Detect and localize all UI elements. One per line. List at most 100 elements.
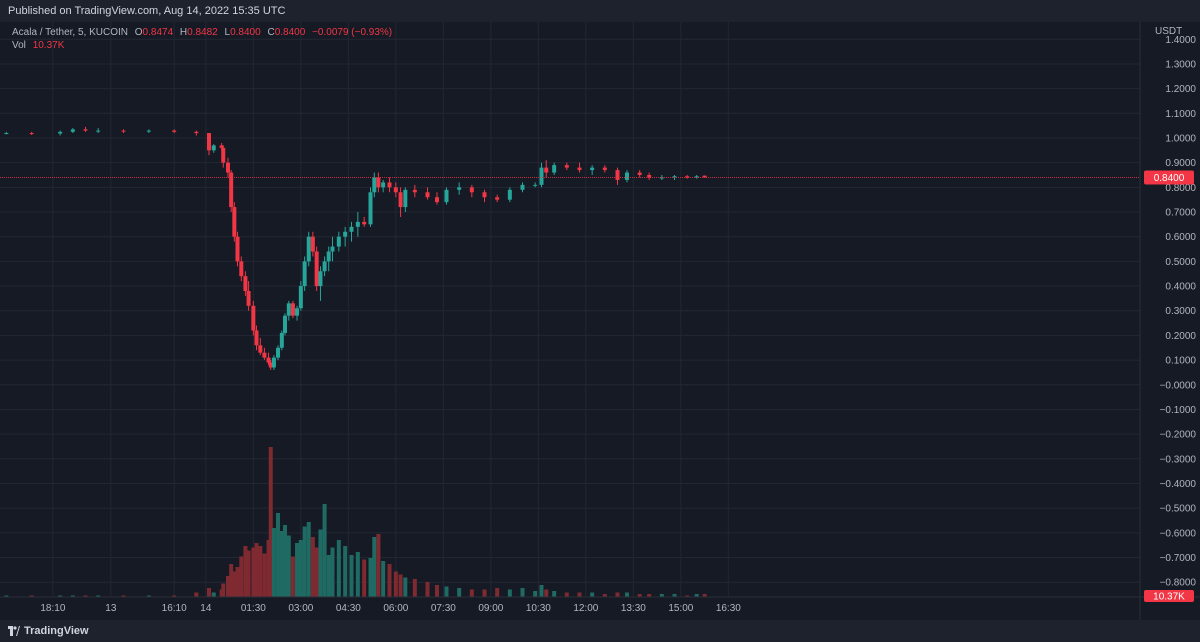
volume-bar xyxy=(672,594,677,597)
volume-bar xyxy=(403,577,408,597)
candle-body xyxy=(306,236,311,262)
volume-bar xyxy=(330,547,335,597)
candle-body xyxy=(393,187,398,193)
y-tick-label: −0.1000 xyxy=(1160,405,1197,416)
volume-bar xyxy=(368,558,373,597)
volume-bar xyxy=(235,567,240,597)
candle-body xyxy=(444,189,449,203)
candle-body xyxy=(290,303,295,316)
volume-bar xyxy=(258,546,263,597)
candle-body xyxy=(381,182,386,188)
x-tick-label: 13 xyxy=(105,603,117,614)
x-tick-label: 15:00 xyxy=(668,603,693,614)
candle-body xyxy=(83,129,88,131)
volume-bar xyxy=(283,525,287,597)
volume-bar xyxy=(398,574,403,597)
x-tick-label: 16:10 xyxy=(162,603,187,614)
candle-body xyxy=(435,197,439,203)
volume-bar xyxy=(314,547,319,597)
last-volume-tag xyxy=(1144,590,1194,602)
candle-body xyxy=(295,308,300,316)
volume-bar xyxy=(685,595,690,597)
volume-bar xyxy=(326,555,331,597)
volume-bar xyxy=(343,546,348,597)
volume-bar xyxy=(615,592,620,597)
volume-bar xyxy=(577,592,582,597)
volume-bar xyxy=(355,552,360,597)
candle-body xyxy=(298,286,303,309)
footer-bar: TradingView xyxy=(0,620,1200,642)
published-text: Published on TradingView.com, Aug 14, 20… xyxy=(8,5,286,17)
x-tick-label: 18:10 xyxy=(40,603,65,614)
volume-bar xyxy=(172,595,177,597)
volume-bar xyxy=(226,576,230,597)
candle-body xyxy=(355,221,360,227)
volume-bar xyxy=(602,594,607,597)
candle-body xyxy=(58,131,63,134)
y-tick-label: −0.3000 xyxy=(1160,454,1197,465)
candle-body xyxy=(425,192,430,198)
y-tick-label: −0.2000 xyxy=(1160,430,1197,441)
candle-body xyxy=(647,175,652,178)
x-tick-label: 16:30 xyxy=(716,603,741,614)
candle-body xyxy=(246,290,251,306)
candle-body xyxy=(29,133,34,135)
candle-body xyxy=(590,167,595,171)
volume-bar xyxy=(425,582,430,597)
y-tick-label: 0.6000 xyxy=(1165,232,1196,243)
candle-body xyxy=(702,175,707,178)
volume-bar xyxy=(533,591,538,597)
candle-body xyxy=(694,176,699,178)
candle-body xyxy=(314,251,319,287)
published-header: Published on TradingView.com, Aug 14, 20… xyxy=(0,0,1200,22)
candle-body xyxy=(507,189,512,200)
candle-body xyxy=(457,187,462,190)
chart-area[interactable]: USDT 1.4000 1.3000 1.2000 1.1000 1.0000 0.9000… xyxy=(0,22,1200,620)
volume-bar xyxy=(243,546,248,597)
volume-bar xyxy=(221,583,226,597)
candle-body xyxy=(330,246,335,252)
last-price-label: 0.8400 xyxy=(1154,173,1185,184)
candle-body xyxy=(211,145,216,151)
volume-bar xyxy=(457,588,462,597)
candle-body xyxy=(266,357,271,363)
open-label: O xyxy=(134,27,143,38)
y-tick-label: −0.6000 xyxy=(1160,528,1197,539)
candle-body xyxy=(372,177,377,193)
low-label: L xyxy=(224,27,231,38)
candle-body xyxy=(615,170,620,180)
x-tick-label: 06:00 xyxy=(383,603,408,614)
tradingview-logo-icon[interactable] xyxy=(8,626,20,636)
y-tick-label: −0.4000 xyxy=(1160,479,1197,490)
volume-row: Vol 10.37K xyxy=(12,39,392,52)
candle-body xyxy=(121,130,126,132)
candle-body xyxy=(271,357,276,368)
chart-legend: Acala / Tether, 5, KUCOIN O0.8474 H0.848… xyxy=(12,26,392,52)
volume-bar xyxy=(306,522,311,597)
x-tick-label: 13:30 xyxy=(621,603,646,614)
last-volume-label: 10.37K xyxy=(1153,592,1185,603)
candle-body xyxy=(403,189,408,208)
candle-body xyxy=(552,165,557,173)
volume-bar xyxy=(381,561,386,597)
high-value: 0.8482 xyxy=(187,27,218,38)
candle-body xyxy=(577,167,582,171)
volume-bar xyxy=(590,592,595,597)
candle-body xyxy=(207,133,211,151)
price-axis-background xyxy=(1140,22,1200,620)
volume-bar xyxy=(349,555,354,597)
high-label: H xyxy=(179,27,188,38)
candle-body xyxy=(279,332,284,348)
volume-value: 10.37K xyxy=(32,40,65,51)
candle-body xyxy=(146,130,151,132)
brand-name[interactable]: TradingView xyxy=(24,625,89,637)
currency-label: USDT xyxy=(1155,26,1182,37)
volume-bar xyxy=(239,556,244,597)
symbol-label[interactable]: Acala / Tether, 5, KUCOIN xyxy=(12,27,128,38)
volume-bar xyxy=(121,595,126,597)
y-tick-label: 1.1000 xyxy=(1165,109,1196,120)
volume-bar xyxy=(70,595,75,597)
volume-bar xyxy=(393,571,398,597)
candle-body xyxy=(637,172,642,176)
